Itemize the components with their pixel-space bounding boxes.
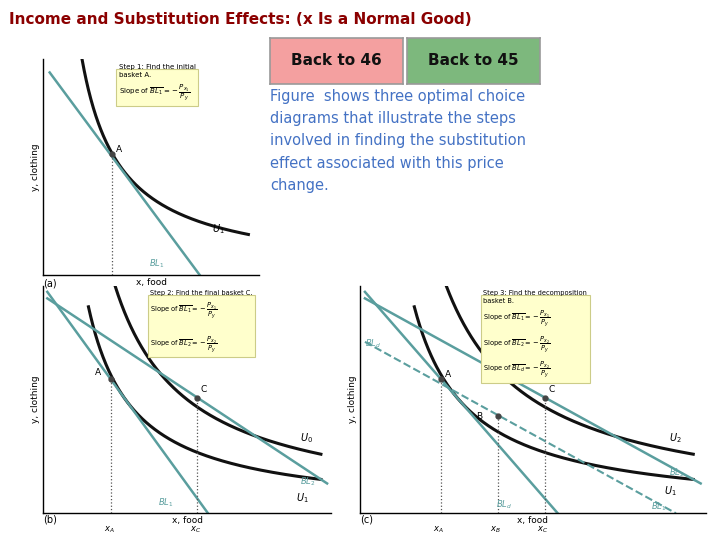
Text: $x_C$: $x_C$ xyxy=(536,525,548,535)
Text: $BL_d$: $BL_d$ xyxy=(365,338,381,350)
Text: Back to 46: Back to 46 xyxy=(291,53,382,68)
Text: A: A xyxy=(445,370,451,379)
X-axis label: x, food: x, food xyxy=(135,278,167,287)
Text: A: A xyxy=(115,145,122,154)
Text: Step 3: Find the decomposition
basket B.
Slope of $\overline{BL_1} = -\dfrac{P_{: Step 3: Find the decomposition basket B.… xyxy=(483,290,588,381)
Text: Income and Substitution Effects: (x Is a Normal Good): Income and Substitution Effects: (x Is a… xyxy=(9,12,472,27)
Text: $U_1$: $U_1$ xyxy=(664,484,676,498)
Y-axis label: y, clothing: y, clothing xyxy=(32,144,40,191)
Text: $BL_d$: $BL_d$ xyxy=(496,498,512,511)
Text: $x_A$: $x_A$ xyxy=(107,301,117,311)
Text: Figure  shows three optimal choice
diagrams that illustrate the steps
involved i: Figure shows three optimal choice diagra… xyxy=(270,89,526,193)
Text: $x_B$: $x_B$ xyxy=(490,525,500,535)
Text: $x_A$: $x_A$ xyxy=(107,287,117,297)
Text: $BL_2$: $BL_2$ xyxy=(300,476,316,488)
Text: (c): (c) xyxy=(360,515,373,525)
Text: $x_A$: $x_A$ xyxy=(433,525,444,535)
Text: (b): (b) xyxy=(43,515,57,525)
Y-axis label: y, clothing: y, clothing xyxy=(348,376,357,423)
Text: $BL_1$: $BL_1$ xyxy=(652,500,667,512)
Text: $U_0$: $U_0$ xyxy=(300,431,313,445)
Text: $BL_2$: $BL_2$ xyxy=(669,466,684,478)
Text: $U_2$: $U_2$ xyxy=(669,431,681,445)
Text: $x_C$: $x_C$ xyxy=(190,525,202,535)
Text: B: B xyxy=(476,413,482,421)
Text: $U_1$: $U_1$ xyxy=(296,491,309,505)
Text: Step 2: Find the final basket C.
Slope of $\overline{BL_1} = -\dfrac{P_{x_1}}{P_: Step 2: Find the final basket C. Slope o… xyxy=(150,290,253,355)
Text: $BL_1$: $BL_1$ xyxy=(158,496,174,509)
Text: $x_A$: $x_A$ xyxy=(104,525,114,535)
Text: $BL_1$: $BL_1$ xyxy=(149,258,165,270)
Text: C: C xyxy=(549,385,555,394)
Text: (a): (a) xyxy=(43,278,57,288)
Text: C: C xyxy=(201,385,207,394)
Text: Back to 45: Back to 45 xyxy=(428,53,518,68)
X-axis label: x, food: x, food xyxy=(171,516,203,525)
Text: Step 1: Find the initial
basket A.
Slope of $\overline{BL_1} = -\dfrac{P_{x_1}}{: Step 1: Find the initial basket A. Slope… xyxy=(119,64,196,103)
X-axis label: x, food: x, food xyxy=(517,516,549,525)
Text: A: A xyxy=(94,368,101,377)
Text: $U_1$: $U_1$ xyxy=(212,222,225,236)
Y-axis label: y, clothing: y, clothing xyxy=(32,376,40,423)
